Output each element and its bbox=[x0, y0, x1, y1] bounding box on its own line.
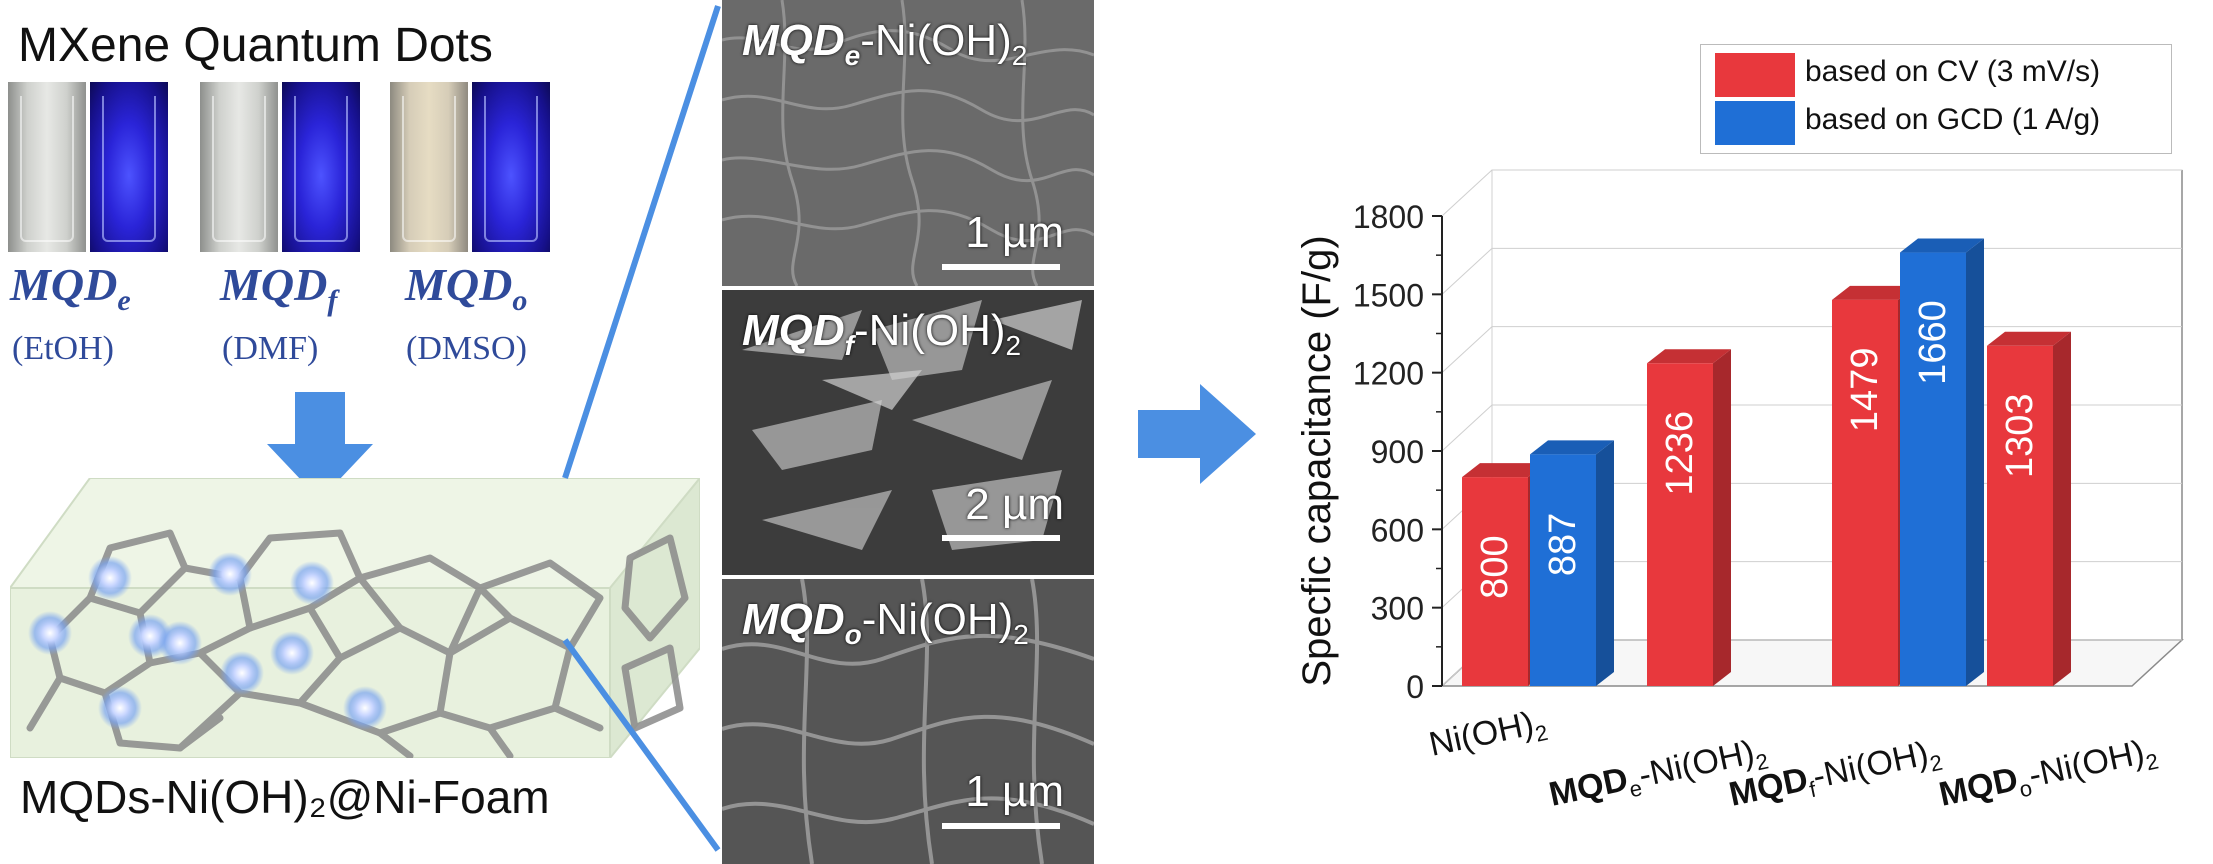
sem-panel-mqdf: MQDf-Ni(OH)2 2 µm bbox=[722, 290, 1094, 575]
bar-top bbox=[1530, 440, 1614, 455]
gridline bbox=[1441, 169, 1493, 217]
solvent-label-dmf: (DMF) bbox=[222, 330, 319, 367]
y-tick-label: 1500 bbox=[1353, 277, 1424, 313]
y-tick-label: 1200 bbox=[1353, 356, 1424, 392]
sem-image bbox=[722, 290, 1094, 575]
down-arrow-icon bbox=[267, 392, 373, 500]
data-label: 1303 bbox=[1999, 393, 2041, 478]
scale-bar bbox=[942, 535, 1060, 541]
data-label: 887 bbox=[1542, 513, 1584, 576]
scale-label: 2 µm bbox=[965, 480, 1064, 529]
sem-caption: MQDf-Ni(OH)2 bbox=[742, 306, 1022, 361]
y-axis-title: Specfic capacitance (F/g) bbox=[1295, 235, 1339, 686]
bar-side bbox=[1596, 440, 1614, 686]
data-label: 800 bbox=[1474, 535, 1516, 598]
y-tick-label: 900 bbox=[1371, 434, 1424, 470]
data-label: 1236 bbox=[1659, 411, 1701, 496]
sem-image bbox=[722, 0, 1094, 286]
vial-daylight-image bbox=[390, 82, 468, 252]
data-label: 1660 bbox=[1912, 300, 1954, 385]
sem-caption: MQDe-Ni(OH)2 bbox=[742, 16, 1028, 71]
foam-label: MQDs-Ni(OH)₂@Ni-Foam bbox=[20, 771, 550, 823]
bar bbox=[1462, 477, 1528, 686]
bar-top bbox=[1900, 238, 1984, 253]
gridline bbox=[1441, 326, 1493, 374]
solvent-label-dmso: (DMSO) bbox=[406, 330, 527, 367]
x-tick-label: MQDf-Ni(OH)2 bbox=[1726, 732, 1945, 819]
bar bbox=[1987, 345, 2053, 686]
bar-top bbox=[1462, 463, 1546, 478]
left-title: MXene Quantum Dots bbox=[18, 19, 493, 72]
bar bbox=[1530, 454, 1596, 686]
right-arrow-icon bbox=[1138, 384, 1256, 484]
bar-top bbox=[1987, 331, 2071, 346]
sample-label-ethanol: MQDe bbox=[10, 259, 131, 318]
legend-label-cv: based on CV (3 mV/s) bbox=[1805, 55, 2101, 88]
x-tick-label: MQDo-Ni(OH)2 bbox=[1936, 731, 2161, 819]
gridline bbox=[1441, 404, 1493, 452]
y-tick-label: 0 bbox=[1406, 669, 1424, 705]
bar bbox=[1647, 363, 1713, 686]
y-tick-label: 1800 bbox=[1353, 199, 1424, 235]
x-tick-label: Ni(OH)2 bbox=[1426, 702, 1550, 769]
legend-swatch-cv bbox=[1715, 53, 1795, 97]
data-label: 1479 bbox=[1844, 348, 1886, 433]
scale-label: 1 µm bbox=[965, 208, 1064, 257]
vial-daylight-image bbox=[200, 82, 278, 252]
bar-top bbox=[1832, 285, 1916, 300]
gridline bbox=[1441, 247, 1493, 295]
vial-pair-ethanol bbox=[8, 82, 168, 252]
vial-pair-dmso bbox=[390, 82, 550, 252]
scale-bar bbox=[942, 264, 1060, 270]
ni-foam-illustration bbox=[10, 478, 700, 758]
chart-legend: based on CV (3 mV/s) based on GCD (1 A/g… bbox=[1700, 44, 2172, 154]
bar-side bbox=[1713, 349, 1731, 686]
sem-panel-mqdo: MQDo-Ni(OH)2 1 µm bbox=[722, 579, 1094, 864]
sample-label-dmso: MQDo bbox=[405, 259, 528, 318]
y-tick-label: 300 bbox=[1371, 591, 1424, 627]
solvent-label-ethanol: (EtOH) bbox=[12, 330, 114, 367]
scale-label: 1 µm bbox=[965, 767, 1064, 816]
sem-caption: MQDo-Ni(OH)2 bbox=[742, 595, 1029, 650]
legend-swatch-gcd bbox=[1715, 101, 1795, 145]
vial-uv-image bbox=[90, 82, 168, 252]
vial-pair-dmf bbox=[200, 82, 360, 252]
left-panel: MXene Quantum Dots MQDe MQDf MQDo (EtOH)… bbox=[0, 0, 700, 864]
scale-bar bbox=[942, 823, 1060, 829]
bar bbox=[1900, 252, 1966, 687]
vial-daylight-image bbox=[8, 82, 86, 252]
vial-uv-image bbox=[282, 82, 360, 252]
bar-side bbox=[2053, 331, 2071, 686]
sem-image bbox=[722, 579, 1094, 864]
bar-side bbox=[1966, 238, 1984, 687]
bar-top bbox=[1647, 349, 1731, 364]
vial-uv-image bbox=[472, 82, 550, 252]
y-tick-label: 600 bbox=[1371, 512, 1424, 548]
sample-label-dmf: MQDf bbox=[220, 259, 338, 318]
legend-label-gcd: based on GCD (1 A/g) bbox=[1805, 103, 2101, 136]
bar bbox=[1832, 299, 1898, 686]
sem-panel-mqde: MQDe-Ni(OH)2 1 µm bbox=[722, 0, 1094, 286]
capacitance-bar-chart: 0 300 600 900 1200 1500 1800 Specfic capacitanc… bbox=[1295, 169, 2184, 819]
